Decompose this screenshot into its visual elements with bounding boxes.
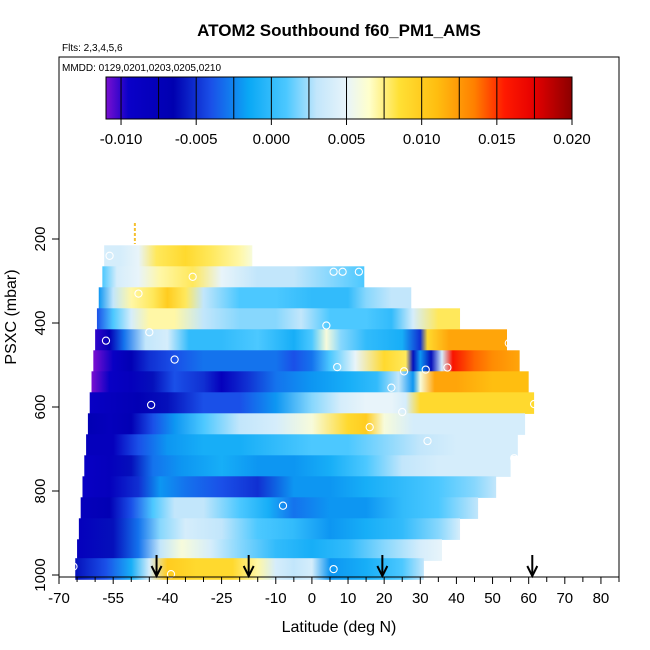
dates-label: MMDD: 0129,0201,0203,0205,0210 (62, 63, 221, 74)
x-tick-label: -55 (102, 590, 124, 607)
chart-title: ATOM2 Southbound f60_PM1_AMS (197, 21, 481, 40)
y-axis: 200 400 600 800 1000 (32, 226, 59, 592)
heatmap-band (82, 476, 497, 498)
sample-circle (134, 289, 143, 298)
heatmap-band (78, 518, 461, 540)
sample-circle (399, 367, 409, 376)
sample-circle (101, 336, 111, 345)
heatmap-band (91, 371, 529, 393)
heatmap-band (80, 497, 479, 519)
y-tick-label: 200 (32, 226, 49, 251)
sample-circle (105, 251, 114, 260)
plot-frame (58, 56, 620, 578)
heatmap-band (104, 245, 253, 267)
sample-circle (338, 267, 347, 276)
heatmap-bands (75, 245, 535, 580)
heatmap-band (84, 455, 511, 477)
heatmap-band (93, 350, 520, 372)
x-tick-label: -10 (265, 590, 287, 607)
flight-arrow-head (150, 565, 163, 579)
flight-arrow-head (376, 565, 389, 579)
x-tick-label: -70 (48, 590, 70, 607)
sample-circle (329, 564, 338, 574)
sample-circle (145, 328, 154, 337)
y-tick-label: 600 (32, 394, 49, 419)
flight-arrows (150, 555, 539, 579)
colorbar-tick-label: 0.010 (403, 131, 441, 148)
x-tick-label: 50 (484, 590, 501, 607)
x-tick-label: 60 (520, 590, 537, 607)
sample-circle (443, 363, 452, 372)
colorbar-ticks: -0.010 -0.005 0.000 0.005 0.010 0.015 0.020 (100, 77, 591, 148)
x-axis-title: Latitude (deg N) (282, 619, 397, 636)
x-tick-label: 10 (340, 590, 357, 607)
sample-circle (166, 570, 176, 579)
flight-arrow-head (526, 565, 539, 579)
x-tick-label: 80 (593, 590, 610, 607)
sample-circle (354, 267, 364, 276)
sample-circle (188, 272, 197, 281)
sample-circle (170, 355, 179, 364)
x-tick-label: 0 (308, 590, 316, 607)
sample-circle (423, 436, 432, 446)
y-tick-label: 1000 (32, 558, 49, 591)
heatmap-band (98, 287, 412, 309)
sample-circle (510, 454, 519, 463)
x-tick-label: -25 (211, 590, 233, 607)
y-tick-label: 400 (32, 310, 49, 335)
y-axis-title: PSXC (mbar) (3, 269, 20, 364)
sample-circle (529, 399, 539, 409)
x-axis: -70 -55 -40 -25 -10 0 10 20 30 40 50 60 70 80 (48, 577, 620, 607)
colorbar-tick-label: 0.005 (328, 131, 366, 148)
sample-circle (504, 339, 513, 348)
colorbar-tick-label: -0.005 (175, 131, 218, 148)
sample-circle (322, 321, 331, 330)
sample-circle (387, 383, 396, 392)
sample-circle (365, 423, 374, 432)
sample-circle (333, 362, 342, 372)
x-tick-label: -40 (157, 590, 179, 607)
heatmap-band (95, 329, 508, 351)
flights-label: Flts: 2,3,4,5,6 (62, 43, 123, 54)
sample-circle (329, 267, 338, 276)
sample-circle (398, 407, 407, 417)
heatmap-band (87, 413, 526, 435)
sample-circle (278, 501, 288, 510)
heatmap-band (96, 308, 461, 330)
heatmap-band (102, 266, 365, 288)
colorbar-tick-label: 0.020 (553, 131, 591, 148)
flight-arrow-head (242, 565, 255, 579)
x-tick-label: 40 (448, 590, 465, 607)
heatmap-band (89, 392, 535, 414)
heatmap-band (86, 434, 518, 456)
heatmap-band (77, 539, 442, 561)
colorbar (105, 76, 573, 120)
y-tick-label: 800 (32, 478, 49, 503)
sample-circles (69, 251, 539, 579)
sample-circle (146, 400, 156, 410)
colorbar-tick-label: 0.015 (478, 131, 516, 148)
sample-circle (421, 365, 430, 374)
x-tick-label: 20 (376, 590, 393, 607)
x-tick-label: 70 (556, 590, 573, 607)
colorbar-tick-label: 0.000 (253, 131, 291, 148)
x-tick-label: 30 (412, 590, 429, 607)
sample-circle (69, 562, 78, 571)
colorbar-tick-label: -0.010 (100, 131, 143, 148)
